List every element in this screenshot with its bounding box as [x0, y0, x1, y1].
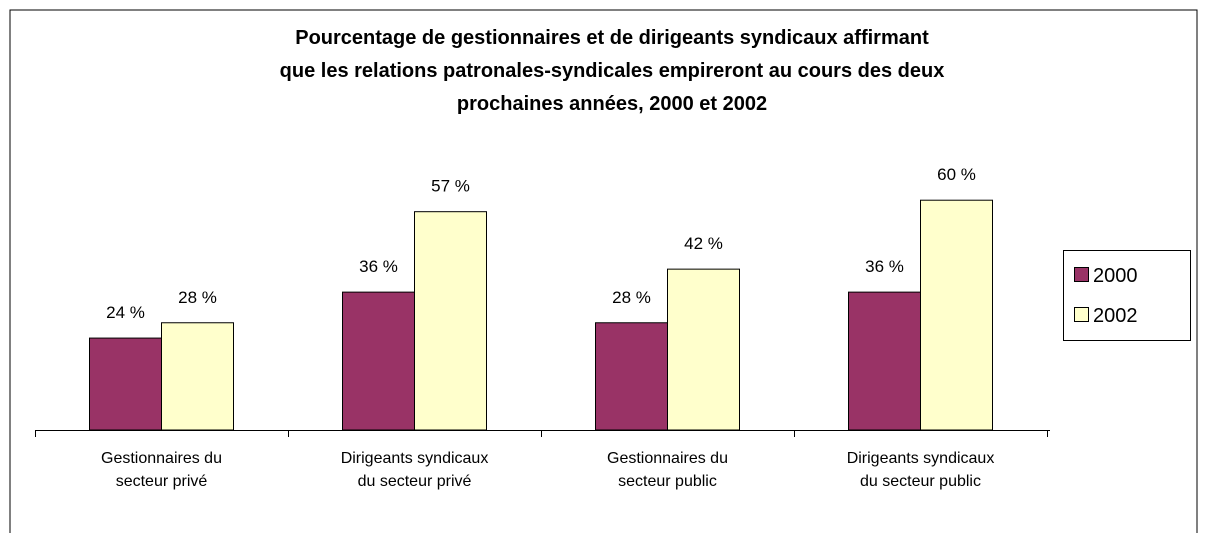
x-tick-label: Dirigeants syndicaux du secteur public [847, 450, 995, 490]
bar [595, 322, 668, 431]
chart-frame [9, 9, 1198, 538]
bar [89, 337, 162, 431]
legend-box [1063, 250, 1191, 341]
value-label: 28 % [612, 288, 651, 307]
value-label: 60 % [937, 165, 976, 184]
bar [161, 322, 234, 431]
value-label: 24 % [106, 303, 145, 322]
legend-swatch [1074, 267, 1089, 282]
bar [667, 268, 740, 431]
legend-label: 2002 [1093, 305, 1138, 327]
bar [342, 291, 415, 431]
x-tick-label: Gestionnaires du secteur public [607, 450, 728, 490]
legend-label: 2000 [1093, 265, 1138, 287]
x-tick-label: Dirigeants syndicaux du secteur privé [341, 450, 489, 490]
value-label: 36 % [359, 257, 398, 276]
value-label: 28 % [178, 288, 217, 307]
value-label: 36 % [865, 257, 904, 276]
chart-title: Pourcentage de gestionnaires et de dirig… [280, 27, 945, 115]
value-label: 42 % [684, 234, 723, 253]
bar [414, 211, 487, 431]
x-tick-label: Gestionnaires du secteur privé [101, 450, 222, 490]
bar [920, 199, 993, 431]
bar [848, 291, 921, 431]
legend-swatch [1074, 307, 1089, 322]
value-label: 57 % [431, 177, 470, 196]
